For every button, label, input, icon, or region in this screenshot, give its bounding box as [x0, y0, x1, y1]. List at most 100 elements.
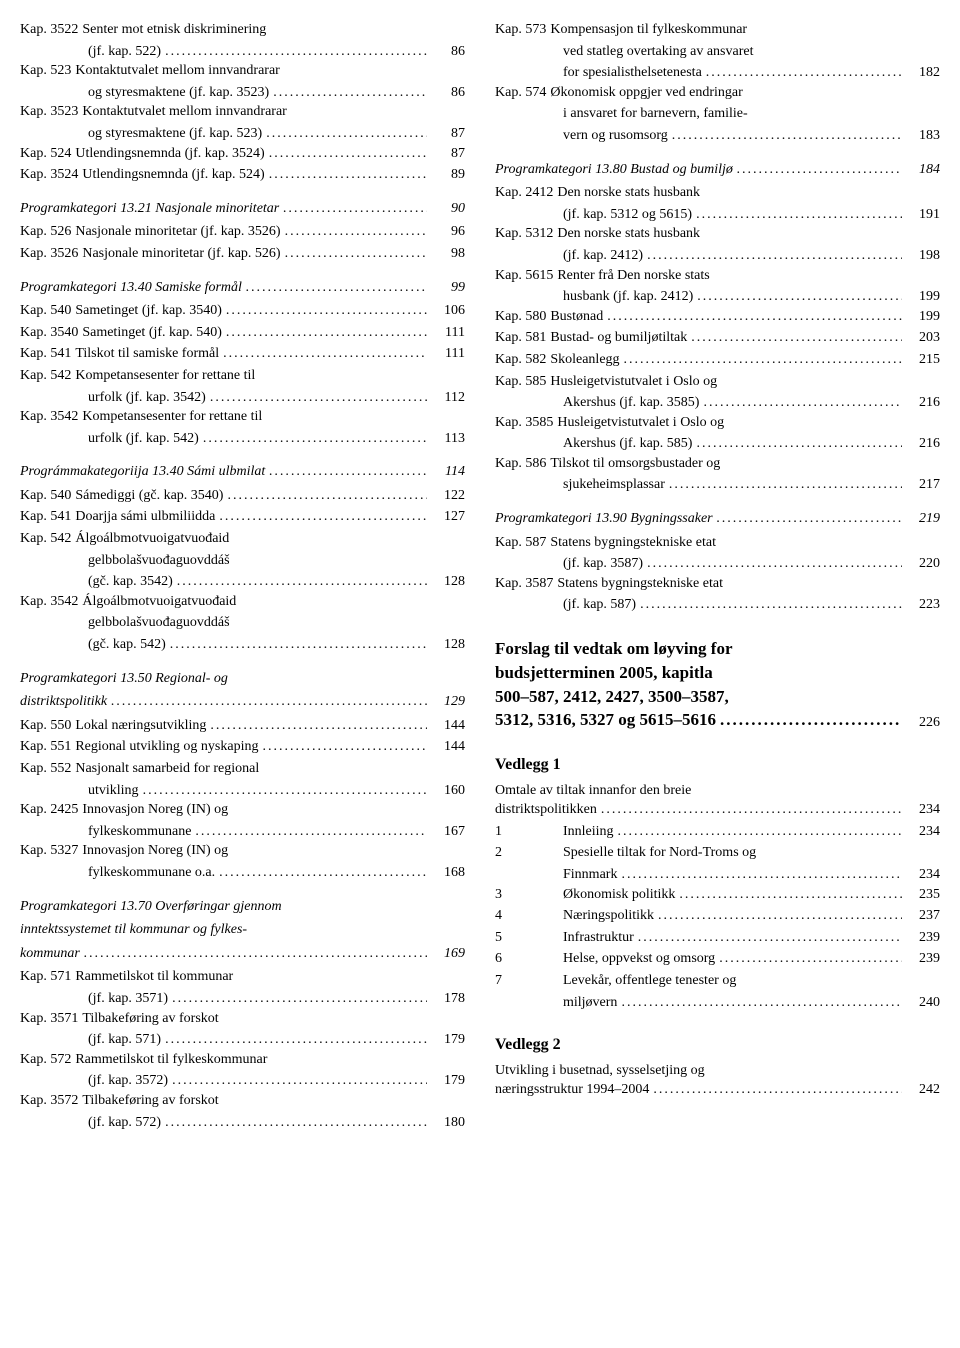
toc-text-cont: (gč. kap. 3542): [20, 572, 427, 592]
toc-text: Rammetilskot til fylkeskommunar: [75, 1050, 465, 1070]
vedlegg-text-cont: Finnmark: [495, 865, 902, 885]
toc-kap-label: Kap. 3572: [20, 1091, 82, 1111]
toc-text-cont: Akershus (jf. kap. 585): [495, 434, 902, 454]
toc-entry: Kap. 541Tilskot til samiske formål111: [20, 344, 465, 364]
toc-kap-label: Kap. 587: [495, 533, 550, 553]
toc-kap-label: Kap. 541: [20, 344, 75, 364]
toc-page: 234: [902, 865, 940, 885]
category-header-cont: distriktspolitikk129: [20, 692, 465, 712]
toc-text-cont: i ansvaret for barnevern, familie-: [495, 104, 940, 124]
toc-page: 215: [902, 350, 940, 370]
toc-kap-label: Kap. 3571: [20, 1009, 82, 1029]
toc-page: 234: [902, 822, 940, 842]
toc-entry-cont: fylkeskommunane167: [20, 822, 465, 842]
toc-text: Lokal næringsutvikling: [75, 716, 427, 736]
toc-page: 87: [427, 144, 465, 164]
toc-page: 86: [427, 83, 465, 103]
toc-text-cont: ved statleg overtaking av ansvaret: [495, 42, 940, 62]
toc-entry-cont: (jf. kap. 3571)178: [20, 989, 465, 1009]
toc-page: 179: [427, 1030, 465, 1050]
toc-text: Innovasjon Noreg (IN) og: [82, 841, 465, 861]
toc-entry: Kap. 542Kompetansesenter for rettane til: [20, 366, 465, 386]
toc-page: 203: [902, 328, 940, 348]
vedlegg-num: 7: [495, 971, 563, 991]
toc-kap-label: Kap. 3522: [20, 20, 82, 40]
toc-text-cont: (jf. kap. 3571): [20, 989, 427, 1009]
forslag-text: 5312, 5316, 5327 og 5615–5616: [495, 708, 902, 732]
toc-entry-cont: gelbbolašvuođaguovddáš: [20, 551, 465, 571]
toc-page: 89: [427, 165, 465, 185]
toc-entry-cont: (jf. kap. 522)86: [20, 42, 465, 62]
toc-page: 239: [902, 928, 940, 948]
toc-page: 168: [427, 863, 465, 883]
toc-entry: Kap. 3526Nasjonale minoritetar (jf. kap.…: [20, 244, 465, 264]
vedlegg-text-cont: miljøvern: [495, 993, 902, 1013]
toc-entry-cont: (gč. kap. 3542)128: [20, 572, 465, 592]
forslag-header: 5312, 5316, 5327 og 5615–5616226: [495, 708, 940, 732]
category-header: Programkategori 13.90 Bygningssaker219: [495, 509, 940, 529]
vedlegg-item: 5Infrastruktur239: [495, 928, 940, 948]
toc-entry: Kap. 5615Renter frå Den norske stats: [495, 266, 940, 286]
toc-entry-cont: fylkeskommunane o.a.168: [20, 863, 465, 883]
toc-text: Nasjonale minoritetar (jf. kap. 526): [82, 244, 427, 264]
category-title: Prográmmakategoriija 13.40 Sámi ulbmilat: [20, 462, 427, 482]
toc-entry: Kap. 3542Álgoálbmotvuoigatvuođaid: [20, 592, 465, 612]
toc-kap-label: Kap. 586: [495, 454, 550, 474]
toc-text-cont: utvikling: [20, 781, 427, 801]
toc-kap-label: Kap. 540: [20, 301, 75, 321]
toc-text-cont: og styresmaktene (jf. kap. 3523): [20, 83, 427, 103]
toc-kap-label: Kap. 572: [20, 1050, 75, 1070]
toc-page: 199: [902, 287, 940, 307]
toc-entry: Kap. 3571Tilbakeføring av forskot: [20, 1009, 465, 1029]
toc-entry: Kap. 3523Kontaktutvalet mellom innvandra…: [20, 102, 465, 122]
toc-kap-label: Kap. 542: [20, 366, 75, 386]
toc-kap-label: Kap. 542: [20, 529, 75, 549]
toc-entry: Kap. 2412Den norske stats husbank: [495, 183, 940, 203]
vedlegg2-sub-text: næringsstruktur 1994–2004: [495, 1080, 902, 1100]
toc-entry: Kap. 5327Innovasjon Noreg (IN) og: [20, 841, 465, 861]
toc-text: Renter frå Den norske stats: [557, 266, 940, 286]
toc-entry: Kap. 574Økonomisk oppgjer ved endringar: [495, 83, 940, 103]
toc-entry: Kap. 541Doarjja sámi ulbmiliidda127: [20, 507, 465, 527]
category-title: Programkategori 13.90 Bygningssaker: [495, 509, 902, 529]
toc-text-cont: (jf. kap. 2412): [495, 246, 902, 266]
vedlegg-text: Spesielle tiltak for Nord-Troms og: [563, 843, 940, 863]
vedlegg1-header: Vedlegg 1: [495, 754, 940, 776]
toc-page: 240: [902, 993, 940, 1013]
toc-page: 169: [427, 944, 465, 964]
toc-text-cont: (gč. kap. 542): [20, 635, 427, 655]
toc-text: Tilskot til omsorgsbustader og: [550, 454, 940, 474]
toc-text-cont: (jf. kap. 3587): [495, 554, 902, 574]
toc-page: 160: [427, 781, 465, 801]
toc-kap-label: Kap. 582: [495, 350, 550, 370]
category-title: Programkategori 13.40 Samiske formål: [20, 278, 427, 298]
toc-entry-cont: Akershus (jf. kap. 585)216: [495, 434, 940, 454]
toc-entry-cont: for spesialisthelsetenesta182: [495, 63, 940, 83]
toc-text: Sámediggi (gč. kap. 3540): [75, 486, 427, 506]
toc-entry: Kap. 573Kompensasjon til fylkeskommunar: [495, 20, 940, 40]
vedlegg-num: 4: [495, 906, 563, 926]
vedlegg2-sub: Utvikling i busetnad, sysselsetjing og: [495, 1061, 940, 1081]
toc-text-cont: fylkeskommunane o.a.: [20, 863, 427, 883]
toc-entry-cont: (jf. kap. 571)179: [20, 1030, 465, 1050]
left-column: Kap. 3522Senter mot etnisk diskriminerin…: [20, 20, 465, 1132]
toc-text: Tilskot til samiske formål: [75, 344, 427, 364]
toc-text-cont: (jf. kap. 572): [20, 1113, 427, 1133]
vedlegg1-sub: Omtale av tiltak innanfor den breie: [495, 781, 940, 801]
toc-text: Utlendingsnemnda (jf. kap. 3524): [75, 144, 427, 164]
toc-page: 183: [902, 126, 940, 146]
toc-entry-cont: (jf. kap. 587)223: [495, 595, 940, 615]
toc-text: Statens bygningstekniske etat: [557, 574, 940, 594]
toc-page: 87: [427, 124, 465, 144]
toc-entry-cont: utvikling160: [20, 781, 465, 801]
toc-kap-label: Kap. 5327: [20, 841, 82, 861]
toc-kap-label: Kap. 523: [20, 61, 75, 81]
toc-text-cont: (jf. kap. 587): [495, 595, 902, 615]
toc-text-cont: for spesialisthelsetenesta: [495, 63, 902, 83]
category-header: Programkategori 13.70 Overføringar gjenn…: [20, 897, 465, 917]
toc-text: Bustønad: [550, 307, 902, 327]
vedlegg-text: Næringspolitikk: [563, 906, 902, 926]
toc-text: Nasjonale minoritetar (jf. kap. 3526): [75, 222, 427, 242]
toc-text: Husleigetvistutvalet i Oslo og: [550, 372, 940, 392]
vedlegg-item-cont: Finnmark234: [495, 865, 940, 885]
